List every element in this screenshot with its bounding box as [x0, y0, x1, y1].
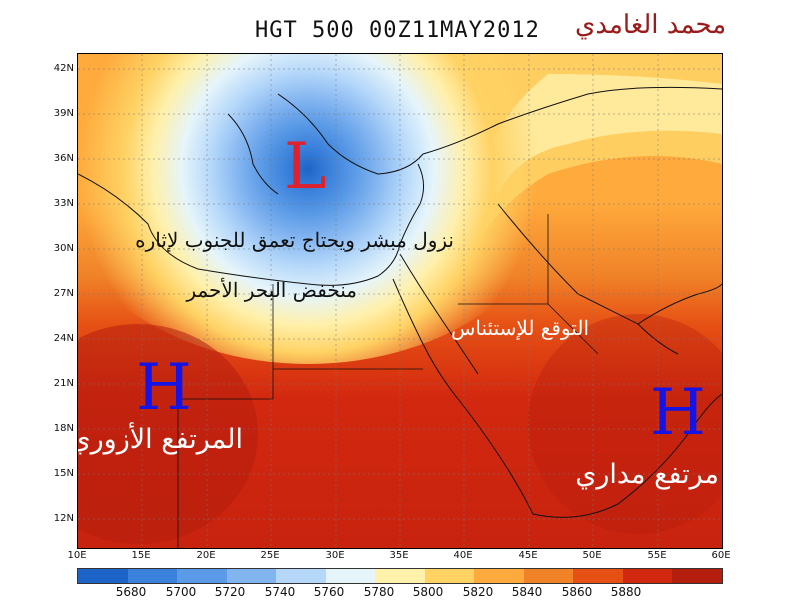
coastlines — [78, 86, 722, 518]
lat-label-33n: 33N — [53, 198, 74, 209]
lat-label-18n: 18N — [53, 423, 74, 434]
lat-label-39n: 39N — [53, 108, 74, 119]
colorbar-label-5720: 5720 — [214, 585, 246, 599]
lat-label-36n: 36N — [53, 153, 74, 164]
lon-label-20e: 20E — [196, 550, 216, 561]
colorbar-swatch-9 — [523, 569, 574, 583]
colorbar-label-5880: 5880 — [610, 585, 642, 599]
azores-high-label: H — [136, 351, 192, 425]
lon-label-30e: 30E — [325, 550, 345, 561]
low-pressure-field — [78, 54, 568, 364]
lon-label-50e: 50E — [582, 550, 602, 561]
lat-label-12n: 12N — [53, 513, 74, 524]
annotation-tropical-high: مرتفع مداري — [575, 459, 719, 490]
colorbar-label-5820: 5820 — [462, 585, 494, 599]
colorbar-swatch-7 — [424, 569, 475, 583]
lat-label-42n: 42N — [53, 63, 74, 74]
colorbar-label-5760: 5760 — [313, 585, 345, 599]
azores-high-core — [78, 324, 258, 544]
colorbar-swatch-12 — [672, 569, 722, 583]
colorbar-label-5740: 5740 — [264, 585, 296, 599]
height-field-map — [78, 54, 722, 548]
low-pressure-label: L — [284, 130, 327, 204]
colorbar-label-5680: 5680 — [115, 585, 147, 599]
colorbar-label-5700: 5700 — [165, 585, 197, 599]
lon-label-45e: 45E — [518, 550, 538, 561]
colorbar — [77, 568, 723, 584]
colorbar-swatch-3 — [226, 569, 277, 583]
colorbar-swatch-10 — [573, 569, 623, 583]
colorbar-label-5800: 5800 — [412, 585, 444, 599]
tropical-high-label: H — [650, 376, 706, 450]
colorbar-swatch-4 — [276, 569, 326, 583]
colorbar-swatch-0 — [78, 569, 128, 583]
country-borders — [177, 214, 599, 548]
colorbar-swatch-6 — [375, 569, 425, 583]
lon-label-25e: 25E — [260, 550, 280, 561]
tropical-high-core — [528, 314, 722, 534]
lat-label-21n: 21N — [53, 378, 74, 389]
lon-label-10e: 10E — [67, 550, 87, 561]
lon-label-55e: 55E — [647, 550, 667, 561]
lat-label-27n: 27N — [53, 288, 74, 299]
lon-label-60e: 60E — [711, 550, 731, 561]
lat-label-24n: 24N — [53, 333, 74, 344]
lat-lon-grid — [78, 54, 722, 548]
map-title: HGT 500 00Z11MAY2012 — [255, 18, 540, 43]
lon-label-35e: 35E — [389, 550, 409, 561]
colorbar-swatch-1 — [127, 569, 178, 583]
annotation-red-sea-1: نزول مبشر ويحتاج تعمق للجنوب لإثاره — [135, 228, 454, 252]
lat-label-15n: 15N — [53, 468, 74, 479]
lon-label-15e: 15E — [131, 550, 151, 561]
map-panel: L H H نزول مبشر ويحتاج تعمق للجنوب لإثار… — [77, 53, 723, 549]
annotation-red-sea-2: منخفض البحر الأحمر — [186, 278, 357, 302]
colorbar-label-5780: 5780 — [363, 585, 395, 599]
lat-label-30n: 30N — [53, 243, 74, 254]
author-signature: محمد الغامدي — [575, 10, 727, 40]
colorbar-label-5860: 5860 — [561, 585, 593, 599]
colorbar-swatch-5 — [325, 569, 376, 583]
colorbar-swatch-8 — [474, 569, 524, 583]
colorbar-label-5840: 5840 — [511, 585, 543, 599]
annotation-azores-high: المرتفع الأزوري — [77, 424, 243, 455]
colorbar-swatch-11 — [622, 569, 673, 583]
lon-label-40e: 40E — [453, 550, 473, 561]
annotation-instability: التوقع للإستئناس — [451, 316, 589, 340]
colorbar-swatch-2 — [177, 569, 227, 583]
